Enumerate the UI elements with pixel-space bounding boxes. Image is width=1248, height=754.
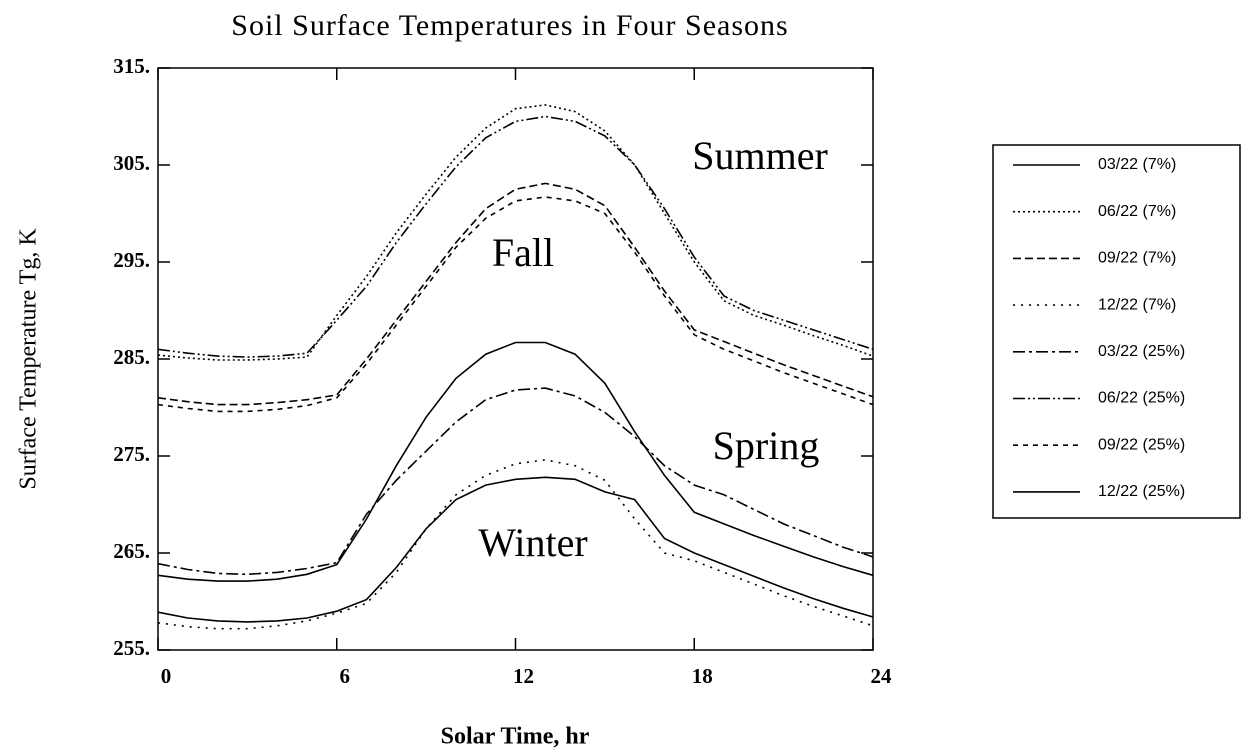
series-line <box>157 341 874 582</box>
annotation: Summer <box>692 133 828 178</box>
legend-box <box>992 144 1241 519</box>
legend-label: 12/22 (25%) <box>1098 483 1185 500</box>
x-tick-label: 18 <box>692 664 713 688</box>
legend-label: 09/22 (25%) <box>1098 436 1185 453</box>
x-tick-label: 24 <box>871 664 893 688</box>
series-line <box>157 104 874 361</box>
legend-label: 03/22 (7%) <box>1098 156 1176 173</box>
y-tick-label: 265. <box>113 539 150 563</box>
x-tick-label: 0 <box>161 664 172 688</box>
y-tick-label: 315. <box>113 54 150 78</box>
y-tick-label: 305. <box>113 151 150 175</box>
series-line <box>157 196 874 413</box>
series-line <box>157 115 874 358</box>
legend-label: 06/22 (7%) <box>1098 203 1176 220</box>
y-tick-label: 295. <box>113 248 150 272</box>
series-line <box>157 387 874 576</box>
y-tick-label: 275. <box>113 442 150 466</box>
annotation: Fall <box>492 230 554 275</box>
chart-title: Soil Surface Temperatures in Four Season… <box>231 9 788 42</box>
annotation: Winter <box>478 520 587 565</box>
legend-label: 06/22 (25%) <box>1098 390 1185 407</box>
y-axis-label: Surface Temperature Tg, K <box>16 228 42 490</box>
y-tick-label: 255. <box>113 636 150 660</box>
legend-label: 09/22 (7%) <box>1098 250 1176 267</box>
x-tick-label: 12 <box>513 664 534 688</box>
x-axis-label: Solar Time, hr <box>441 724 590 750</box>
y-tick-label: 285. <box>113 345 150 369</box>
legend-label: 03/22 (25%) <box>1098 343 1185 360</box>
annotation: Spring <box>713 423 820 468</box>
series-line <box>157 182 874 406</box>
legend-label: 12/22 (7%) <box>1098 296 1176 313</box>
x-tick-label: 6 <box>340 664 351 688</box>
series-line <box>157 476 874 623</box>
